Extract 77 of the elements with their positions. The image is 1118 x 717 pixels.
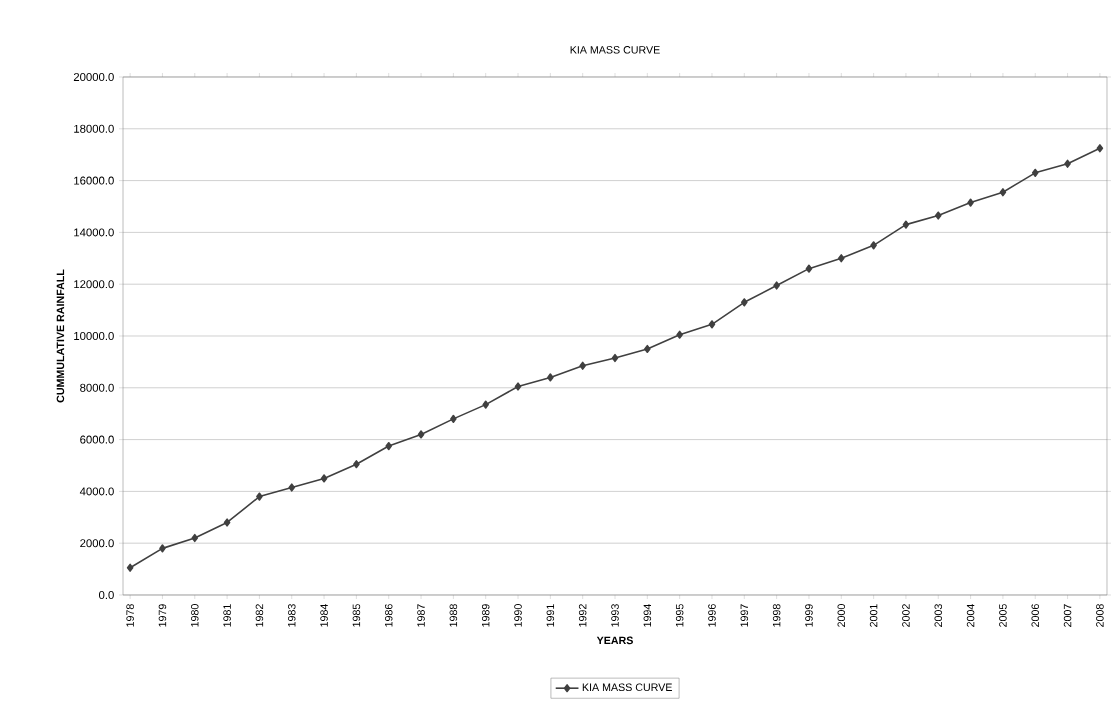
point: [385, 441, 393, 451]
point: [482, 400, 489, 409]
point: [644, 344, 651, 354]
point: [1096, 144, 1104, 153]
y-tick-label: 18000.0: [74, 124, 114, 133]
x-tick-label: 2003: [934, 604, 943, 627]
point: [967, 198, 974, 207]
point: [288, 483, 296, 492]
point: [126, 563, 134, 572]
y-axis-title: CUMMULATIVE RAINFALL: [56, 269, 65, 403]
x-tick-label: 1982: [255, 604, 264, 627]
point: [870, 241, 877, 250]
y-tick-label: 0.0: [98, 590, 114, 599]
x-tick-label: 1991: [546, 604, 555, 627]
point: [773, 281, 780, 290]
point: [999, 188, 1007, 197]
y-tick-label: 16000.0: [74, 176, 114, 185]
x-tick-label: 1983: [287, 604, 296, 627]
x-tick-label: 1990: [514, 604, 522, 627]
x-tick-label: 2001: [869, 604, 878, 627]
x-tick-label: 1984: [320, 604, 328, 627]
point: [547, 373, 554, 382]
point: [417, 430, 425, 439]
point: [159, 544, 166, 553]
point: [353, 460, 360, 469]
y-tick-label: 14000.0: [74, 228, 114, 237]
point: [514, 382, 522, 391]
point: [223, 518, 231, 527]
x-axis-title: YEARS: [596, 636, 633, 645]
y-tick-label: 20000.0: [73, 72, 114, 81]
x-tick-label: 2005: [999, 604, 1007, 627]
x-tick-label: 2008: [1096, 604, 1104, 627]
x-tick-label: 1993: [611, 604, 619, 627]
point: [837, 254, 845, 263]
x-tick-label: 1992: [578, 604, 587, 627]
point: [805, 264, 813, 273]
x-tick-label: 1986: [384, 604, 393, 627]
x-tick-label: 2007: [1063, 604, 1072, 627]
point: [1031, 168, 1039, 177]
x-tick-label: 1985: [352, 604, 361, 627]
point: [191, 533, 199, 543]
x-tick-label: 2004: [966, 604, 975, 627]
point: [320, 474, 328, 483]
x-tick-label: 1988: [449, 604, 458, 627]
y-tick-label: 6000.0: [80, 435, 114, 444]
point: [902, 220, 910, 229]
x-tick-label: 1995: [675, 604, 684, 627]
x-tick-label: 1996: [708, 604, 716, 627]
point: [708, 320, 716, 329]
y-tick-label: 12000.0: [74, 280, 114, 289]
point: [611, 353, 619, 363]
x-tick-label: 1987: [417, 604, 425, 627]
point: [1064, 159, 1071, 168]
x-tick-label: 1981: [223, 604, 231, 627]
point: [579, 361, 586, 370]
point: [450, 414, 457, 423]
x-tick-label: 1994: [643, 604, 652, 627]
x-tick-label: 2000: [837, 604, 846, 627]
point: [256, 492, 263, 501]
x-tick-label: 1997: [740, 604, 749, 627]
y-tick-label: 2000.0: [80, 539, 114, 548]
legend-label: KIA MASS CURVE: [582, 683, 672, 692]
x-tick-label: 1989: [481, 604, 490, 627]
x-tick-label: 1998: [772, 604, 781, 627]
point: [676, 330, 683, 339]
y-tick-label: 4000.0: [79, 487, 114, 496]
x-tick-label: 1980: [191, 604, 199, 627]
point: [934, 211, 942, 220]
point: [741, 298, 748, 307]
x-tick-label: 1979: [158, 604, 167, 627]
y-tick-label: 8000.0: [80, 383, 114, 392]
x-tick-label: 2006: [1031, 604, 1040, 627]
y-tick-label: 10000.0: [74, 331, 114, 340]
x-tick-label: 1978: [126, 604, 134, 627]
x-tick-label: 2002: [902, 604, 910, 627]
x-tick-label: 1999: [805, 604, 813, 627]
chart-title: KIA MASS CURVE: [570, 46, 660, 54]
